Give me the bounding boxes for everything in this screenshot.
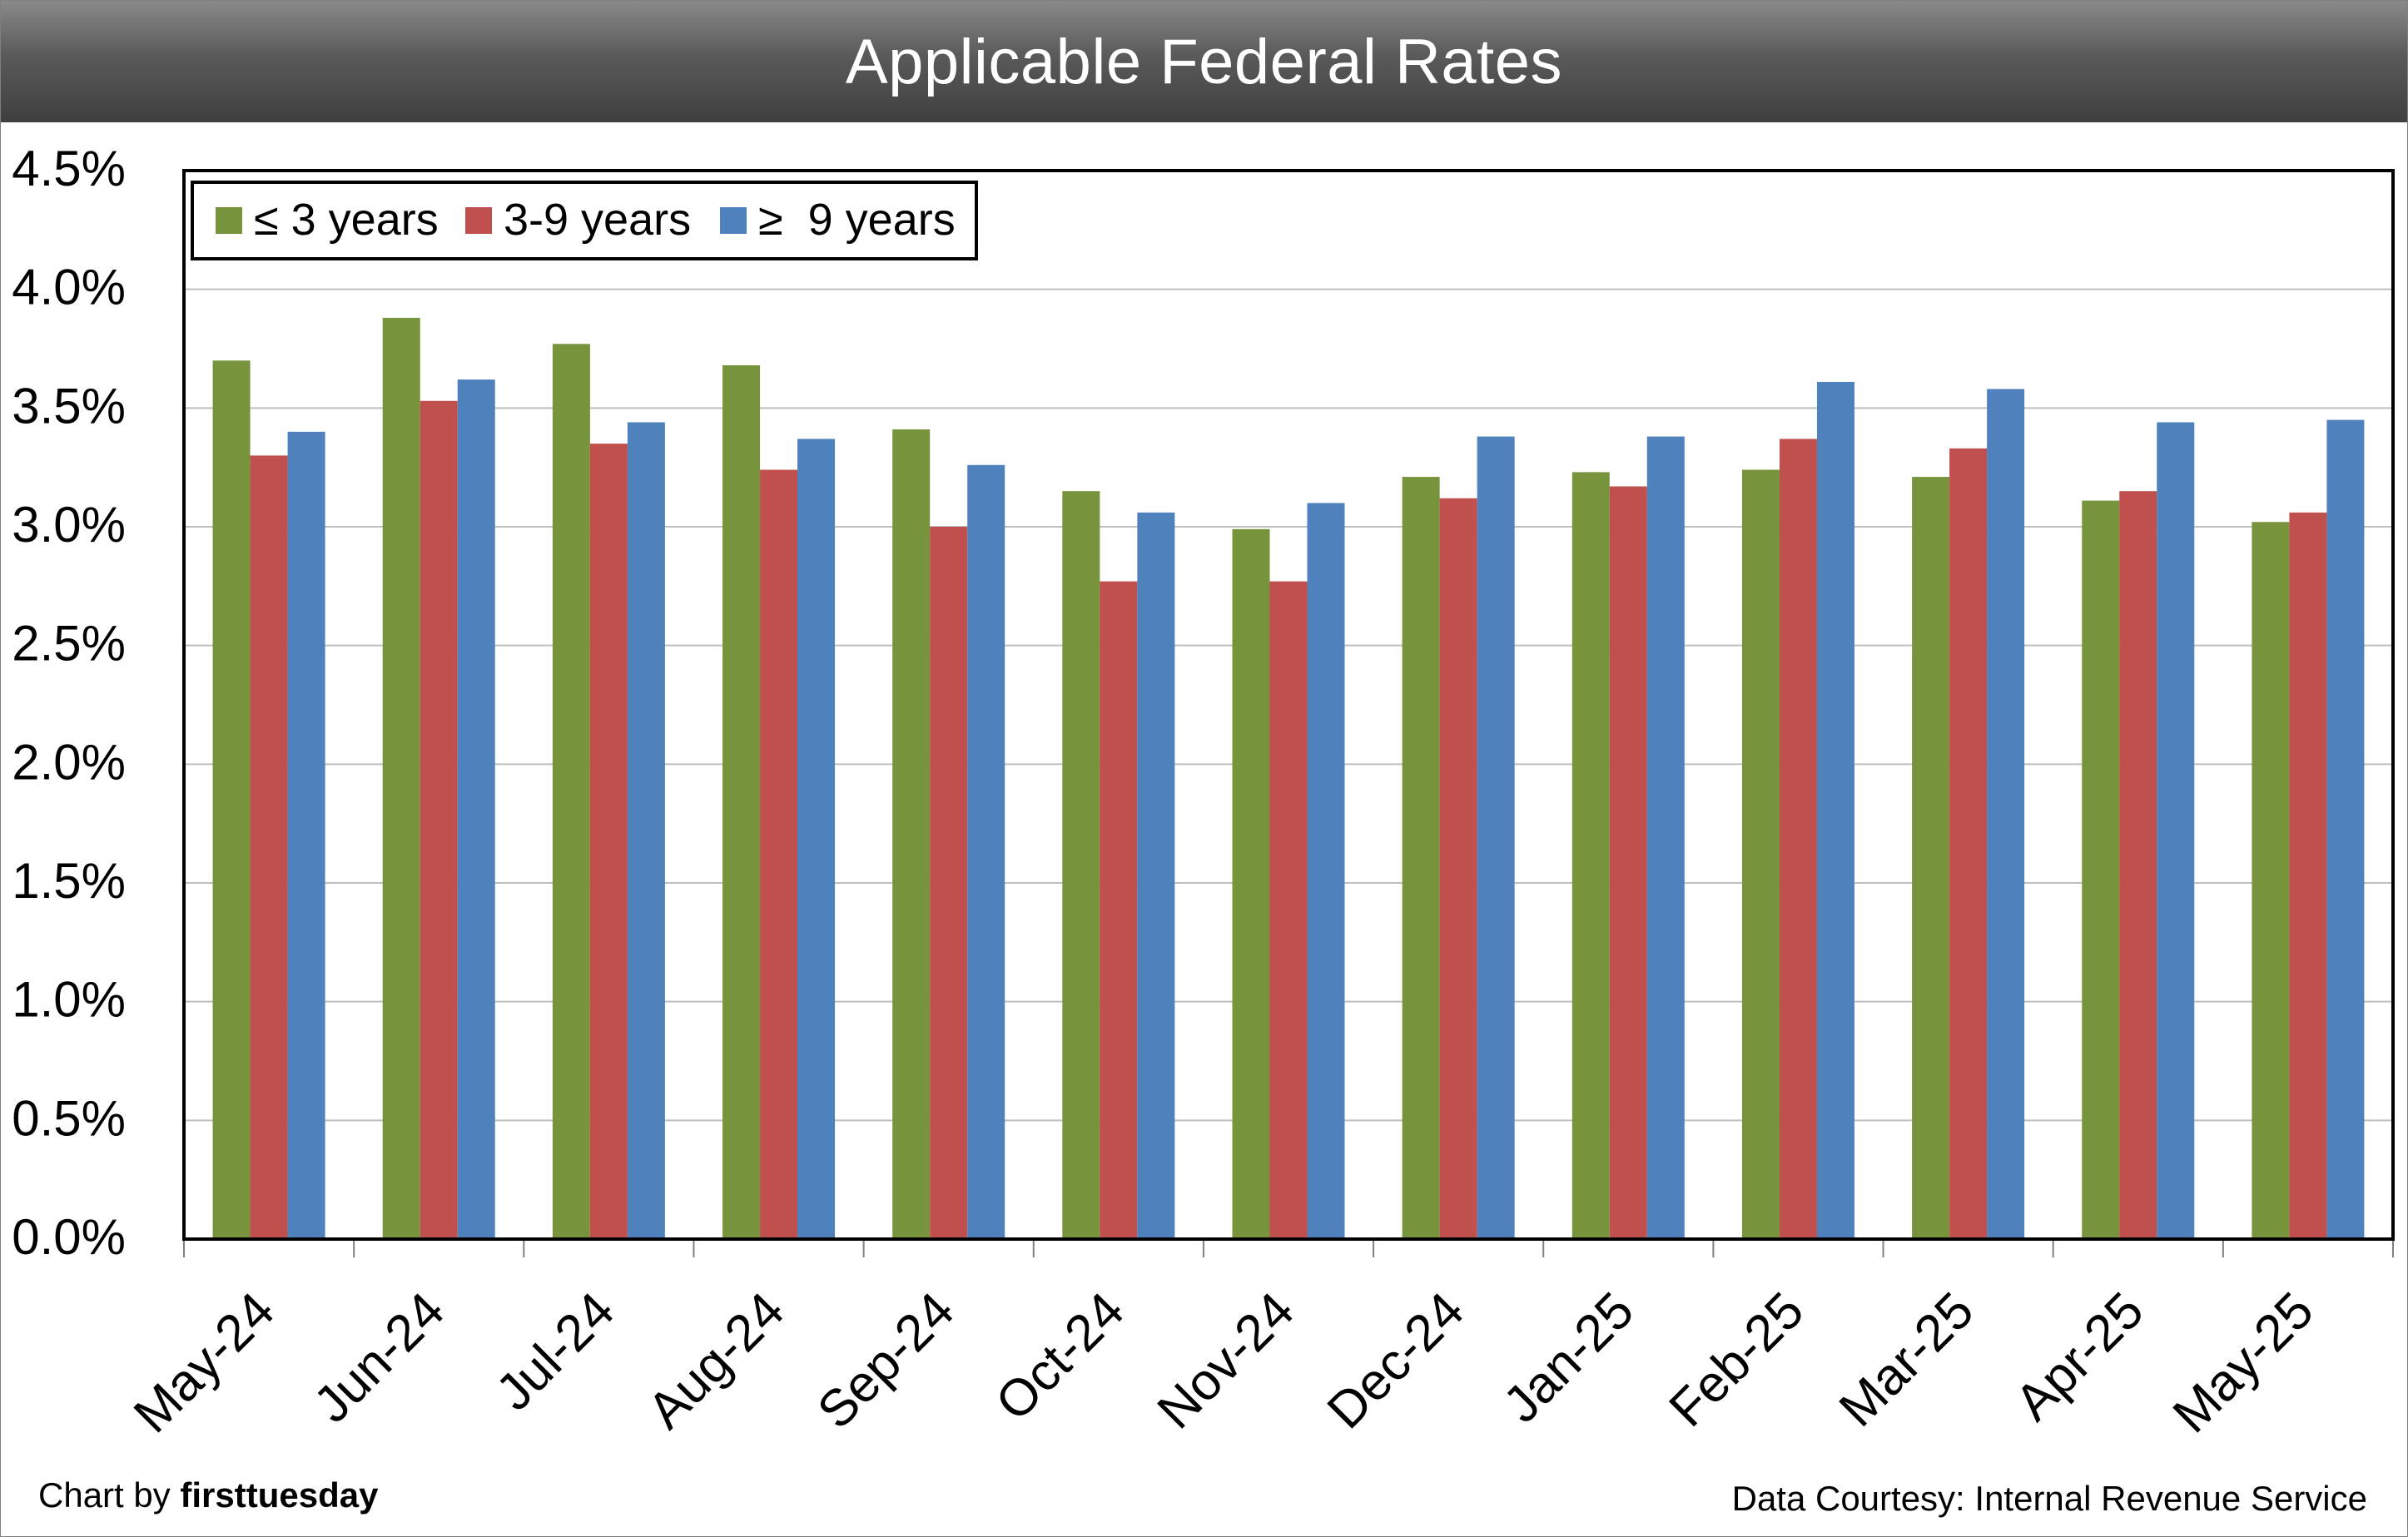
bar [1987,389,2025,1239]
bar [1741,469,1780,1239]
x-tick-label: May-24 [123,1282,285,1444]
x-tick-label: Jun-24 [303,1282,455,1434]
plot-area-border [182,169,2395,1241]
x-tick-label: Dec-24 [1317,1282,1475,1440]
x-tick-label: Feb-25 [1659,1282,1815,1438]
bar [382,317,420,1239]
y-tick-label: 1.0% [12,972,126,1028]
bar [1402,477,1440,1239]
y-tick-label: 1.5% [12,853,126,909]
bar [2252,522,2290,1239]
legend-label: 3-9 years [504,195,691,245]
bar [420,400,458,1240]
bar [2157,422,2195,1239]
chart-credit-brand: firsttuesday [180,1475,379,1515]
bar [967,464,1005,1239]
bar [2119,491,2157,1239]
bar [1571,472,1610,1239]
bar [797,439,836,1239]
bar [1816,381,1854,1239]
bar [2326,419,2365,1240]
chart-credit-prefix: Chart by [38,1475,181,1515]
bar [1307,503,1345,1239]
y-tick-label: 4.5% [12,141,126,196]
legend-swatch [720,207,747,234]
x-tick-label: Sep-24 [807,1282,965,1440]
legend-swatch [216,207,242,234]
bar [1269,581,1308,1239]
bar [589,444,628,1239]
bar [1949,448,1988,1239]
bar [760,469,798,1239]
y-tick-label: 3.5% [12,378,126,434]
y-tick-label: 0.0% [12,1209,126,1265]
x-tick-label: Oct-24 [985,1282,1134,1431]
bar [552,344,590,1239]
bar [1646,436,1685,1239]
bar [1100,581,1138,1239]
y-tick-label: 2.5% [12,616,126,672]
legend-label: ≤ 3 years [254,195,439,245]
bar [1779,439,1817,1239]
x-tick-label: Jul-24 [485,1282,625,1421]
bar [1477,436,1515,1239]
x-tick-label: Jan-25 [1492,1282,1645,1434]
chart-credit: Chart by firsttuesday [38,1475,378,1515]
bar [1137,512,1175,1239]
y-tick-label: 4.0% [12,260,126,315]
bar [457,379,495,1240]
bar [1912,477,1950,1239]
bar [250,455,288,1239]
x-tick-label: Nov-24 [1147,1282,1305,1440]
bar [2082,500,2120,1239]
bar [892,429,931,1239]
bar [627,422,665,1239]
title-bar: Applicable Federal Rates [1,1,2407,122]
y-tick-label: 3.0% [12,497,126,553]
bar [1609,486,1647,1239]
bar [930,527,968,1239]
bar [722,364,761,1239]
x-tick-label: May-25 [2162,1282,2325,1444]
bar [1062,491,1100,1239]
legend-box [191,181,978,260]
x-tick-label: Mar-25 [1829,1282,1985,1438]
bar [1439,498,1477,1239]
bar [212,360,251,1240]
y-tick-label: 0.5% [12,1090,126,1146]
data-source: Data Courtesy: Internal Revenue Service [1731,1479,2367,1518]
bar [2289,512,2327,1239]
y-tick-label: 2.0% [12,734,126,790]
bar [1232,528,1270,1239]
bar [287,431,325,1239]
legend-swatch [465,207,492,234]
x-tick-label: Aug-24 [637,1282,795,1440]
chart-title: Applicable Federal Rates [845,26,1563,97]
x-tick-label: Apr-25 [2004,1282,2154,1431]
legend-label: ≥ 9 years [758,195,956,245]
